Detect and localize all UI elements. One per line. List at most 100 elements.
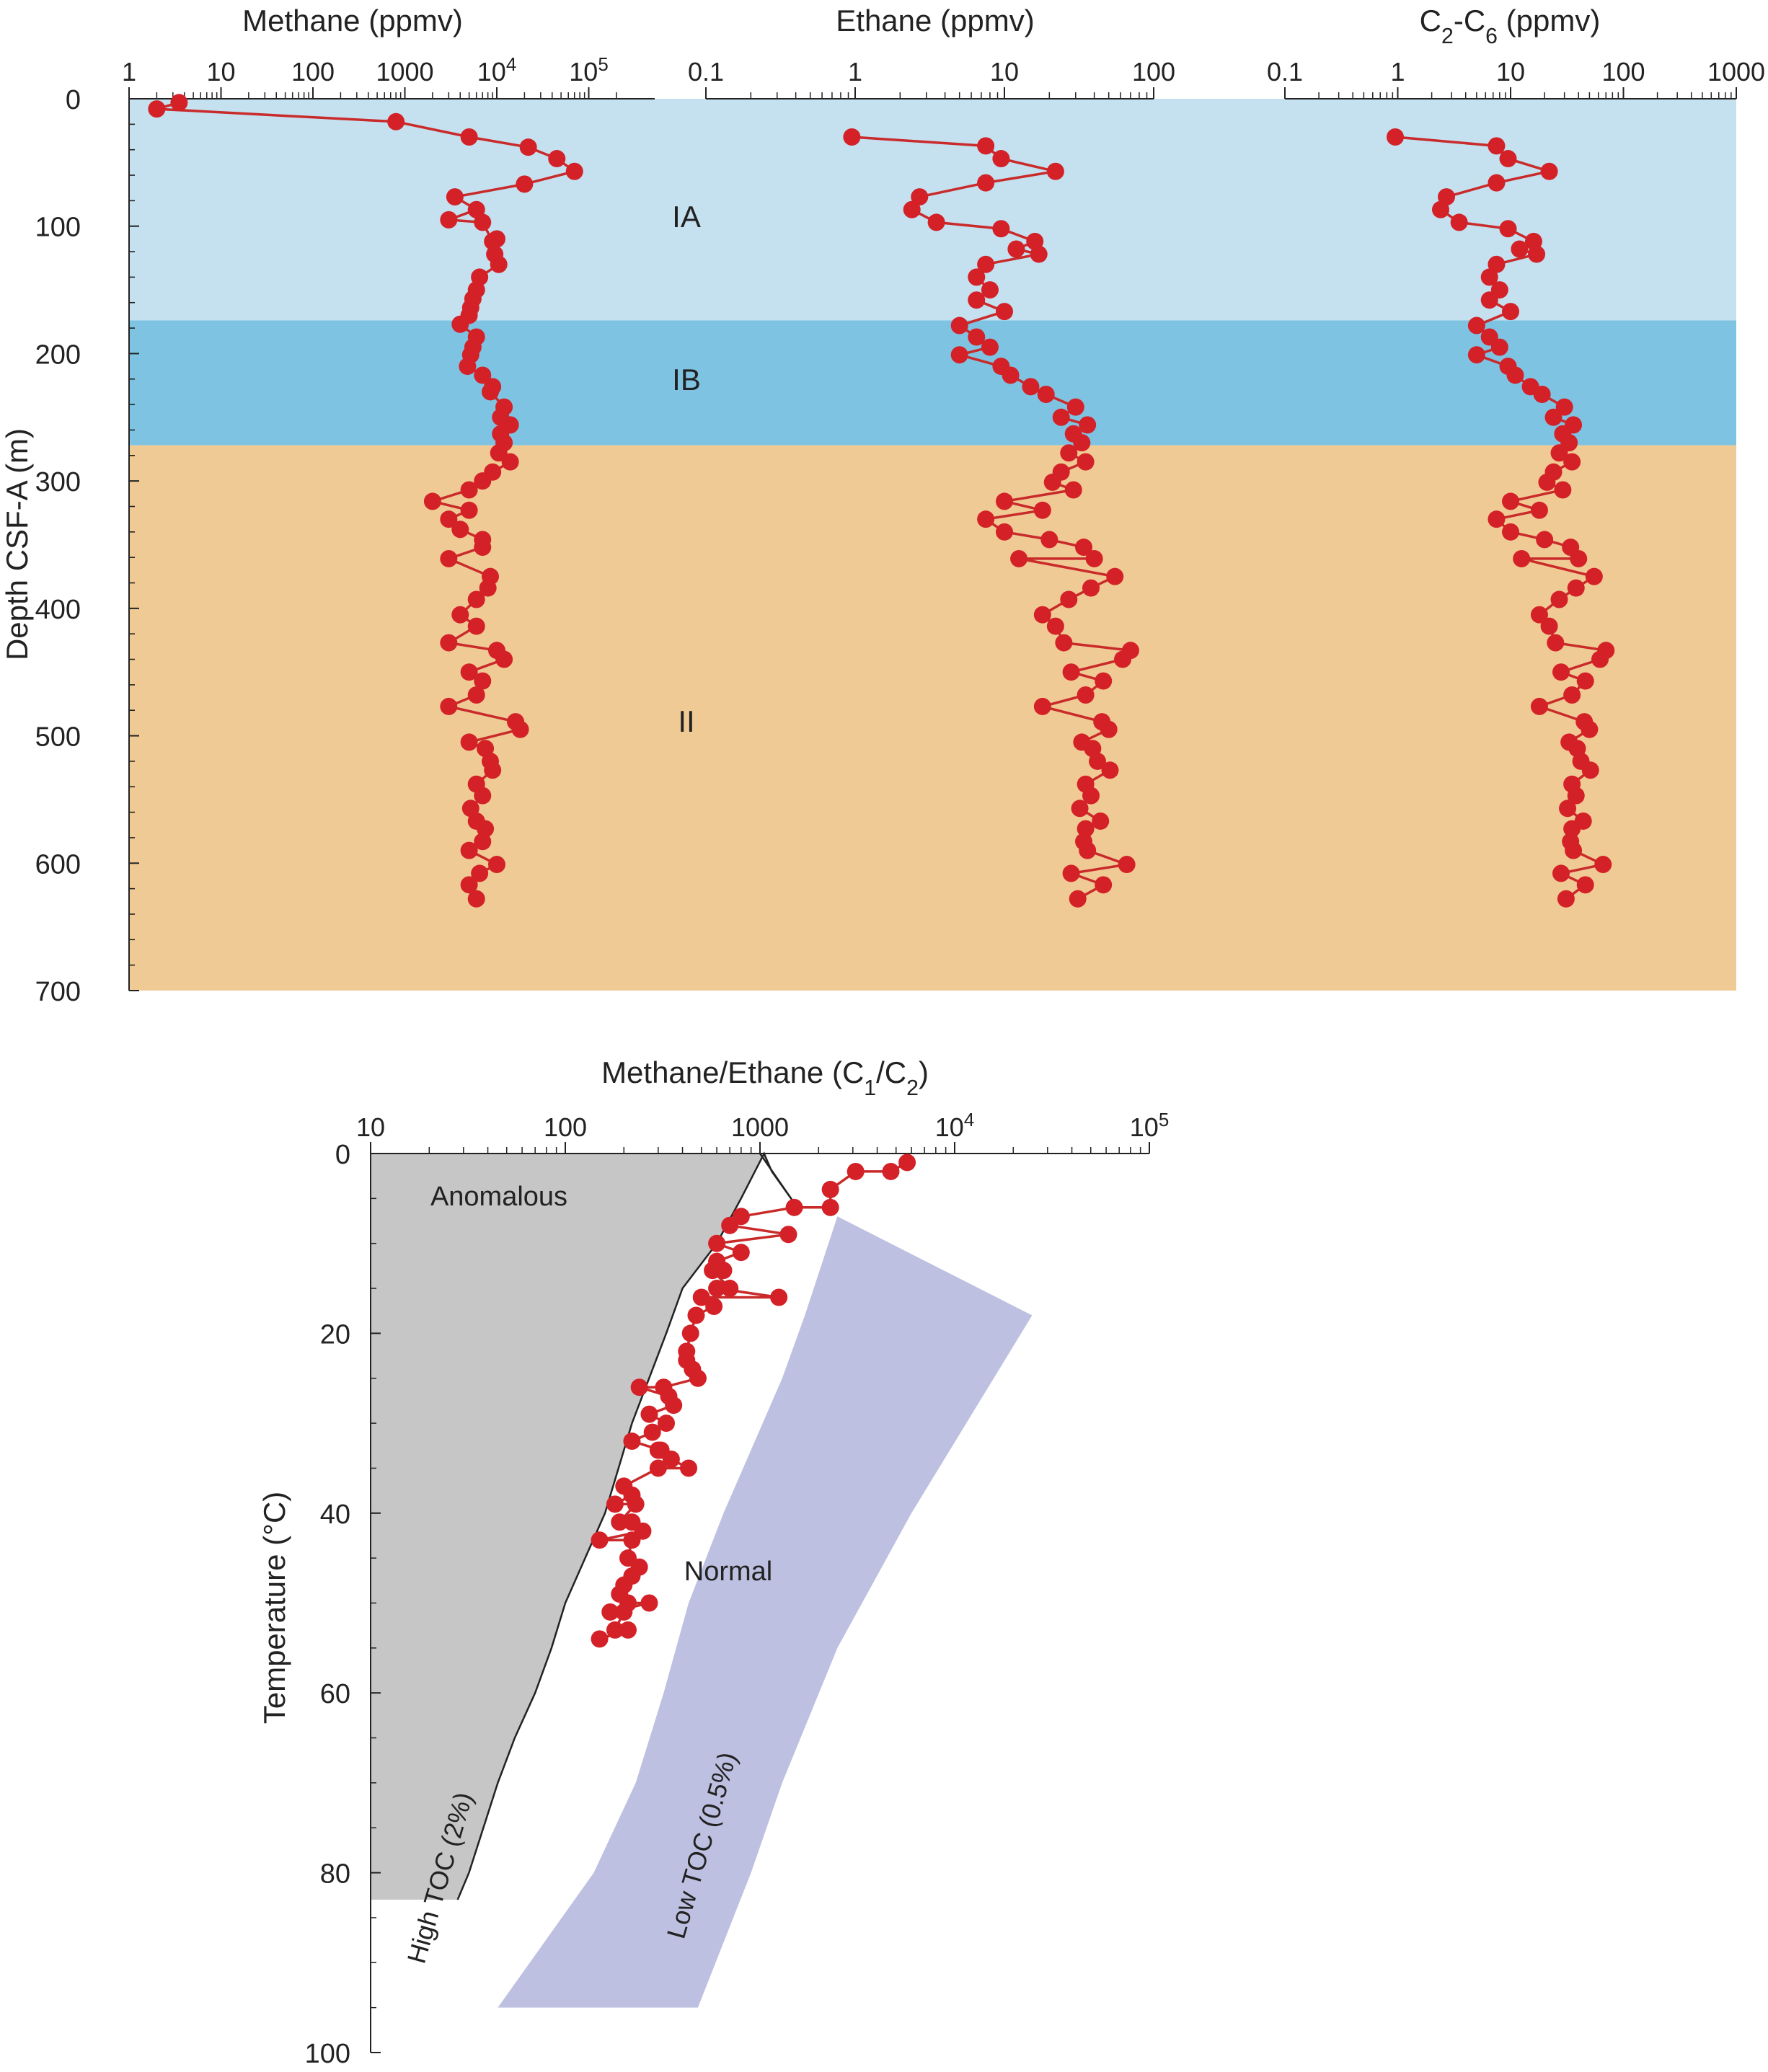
- depth-tick-label: 300: [35, 467, 81, 497]
- methane-point: [484, 761, 502, 779]
- x-tick-label-ethane: 1: [848, 57, 862, 87]
- normal-label: Normal: [684, 1557, 772, 1587]
- methane-point: [460, 501, 478, 519]
- methane-point: [474, 833, 492, 851]
- c2c6-point: [1552, 864, 1570, 882]
- ethane-point: [1069, 890, 1087, 908]
- temp-tick-label: 80: [320, 1859, 350, 1890]
- depth-axis-label: Depth CSF-A (m): [0, 428, 34, 660]
- ratio-point: [640, 1594, 658, 1612]
- ethane-point: [927, 213, 945, 231]
- ethane-point: [977, 255, 995, 273]
- methane-point: [490, 255, 508, 273]
- methane-point: [479, 579, 497, 597]
- c2c6-point: [1576, 672, 1594, 690]
- ratio-point: [657, 1414, 675, 1433]
- x-tick-label-ethane: 0.1: [688, 57, 724, 87]
- ethane-point: [1095, 672, 1113, 690]
- methane-point: [460, 841, 478, 859]
- x-tick-label-methane: 100: [291, 57, 335, 87]
- methane-point: [495, 650, 513, 668]
- c2c6-point: [1511, 240, 1529, 258]
- ethane-point: [1055, 634, 1073, 652]
- ethane-point: [1071, 800, 1089, 818]
- ratio-point: [640, 1405, 658, 1423]
- methane-point: [460, 733, 478, 751]
- ethane-point: [1118, 856, 1136, 874]
- c2c6-point: [1591, 650, 1609, 668]
- c2c6-point: [1450, 213, 1468, 231]
- ethane-point: [1079, 841, 1097, 859]
- methane-point: [440, 549, 458, 567]
- methane-point: [387, 112, 405, 130]
- depth-tick-label: 100: [35, 213, 81, 243]
- c2c6-point: [1488, 174, 1506, 192]
- ethane-point: [843, 128, 861, 146]
- ethane-point: [1007, 240, 1025, 258]
- ethane-point: [950, 346, 968, 364]
- ratio-point: [591, 1531, 609, 1549]
- ethane-point: [968, 328, 986, 346]
- methane-point: [471, 864, 489, 882]
- depth-tick-label: 0: [66, 85, 81, 115]
- methane-point: [474, 539, 492, 557]
- c2c6-point: [1488, 510, 1506, 528]
- unit-band-ii: [129, 445, 1736, 991]
- ratio-point: [649, 1441, 667, 1459]
- ethane-point: [1085, 549, 1103, 567]
- ethane-point: [911, 188, 929, 206]
- c2c6-point: [1576, 876, 1594, 894]
- ratio-point: [619, 1621, 637, 1639]
- c2c6-point: [1502, 492, 1519, 510]
- c2c6-point: [1488, 137, 1506, 155]
- methane-point: [170, 94, 188, 112]
- methane-point: [474, 472, 492, 490]
- ratio-point: [721, 1216, 739, 1234]
- c2c6-point: [1547, 634, 1565, 652]
- ethane-point: [996, 303, 1013, 321]
- ethane-point: [903, 200, 921, 218]
- ethane-point: [981, 281, 999, 299]
- ethane-point: [1022, 378, 1040, 396]
- ethane-point: [1046, 162, 1064, 180]
- ethane-point: [977, 137, 995, 155]
- unit-label-ib: IB: [672, 363, 701, 397]
- ethane-point: [1095, 876, 1113, 894]
- methane-point: [474, 366, 492, 384]
- depth-tick-label: 400: [35, 595, 81, 625]
- ethane-point: [1046, 617, 1064, 635]
- c2c6-point: [1563, 686, 1581, 704]
- methane-point: [460, 663, 478, 681]
- depth-tick-label: 500: [35, 722, 81, 753]
- ethane-point: [977, 174, 995, 192]
- ethane-point: [1077, 453, 1095, 471]
- methane-point: [440, 510, 458, 528]
- unit-label-ii: II: [678, 704, 694, 738]
- methane-point: [459, 358, 477, 376]
- x-tick-label-ethane: 100: [1132, 57, 1175, 87]
- ratio-point: [630, 1378, 648, 1396]
- ratio-point: [704, 1262, 722, 1280]
- methane-point: [440, 211, 458, 229]
- ratio-point: [708, 1280, 726, 1298]
- ratio-point: [689, 1369, 707, 1387]
- ratio-point: [779, 1226, 797, 1244]
- x-tick-label-methane: 1000: [376, 57, 433, 87]
- methane-point: [511, 720, 529, 738]
- methane-point: [467, 890, 485, 908]
- ethane-point: [968, 291, 986, 309]
- c2c6-point: [1467, 346, 1485, 364]
- x-tick-label-c2c6: 100: [1601, 57, 1645, 87]
- ethane-point: [1043, 473, 1061, 491]
- methane-point: [467, 686, 485, 704]
- c2c6-point: [1585, 567, 1603, 585]
- normal-region: [498, 1216, 1033, 2008]
- ratio-point: [662, 1450, 680, 1468]
- temp-tick-label: 0: [335, 1140, 350, 1170]
- ratio-x-tick-label: 104: [935, 1110, 974, 1142]
- temp-tick-label: 100: [305, 2039, 350, 2069]
- c2c6-point: [1488, 255, 1506, 273]
- ratio-x-tick-label: 105: [1130, 1110, 1169, 1142]
- c2c6-point: [1499, 220, 1517, 238]
